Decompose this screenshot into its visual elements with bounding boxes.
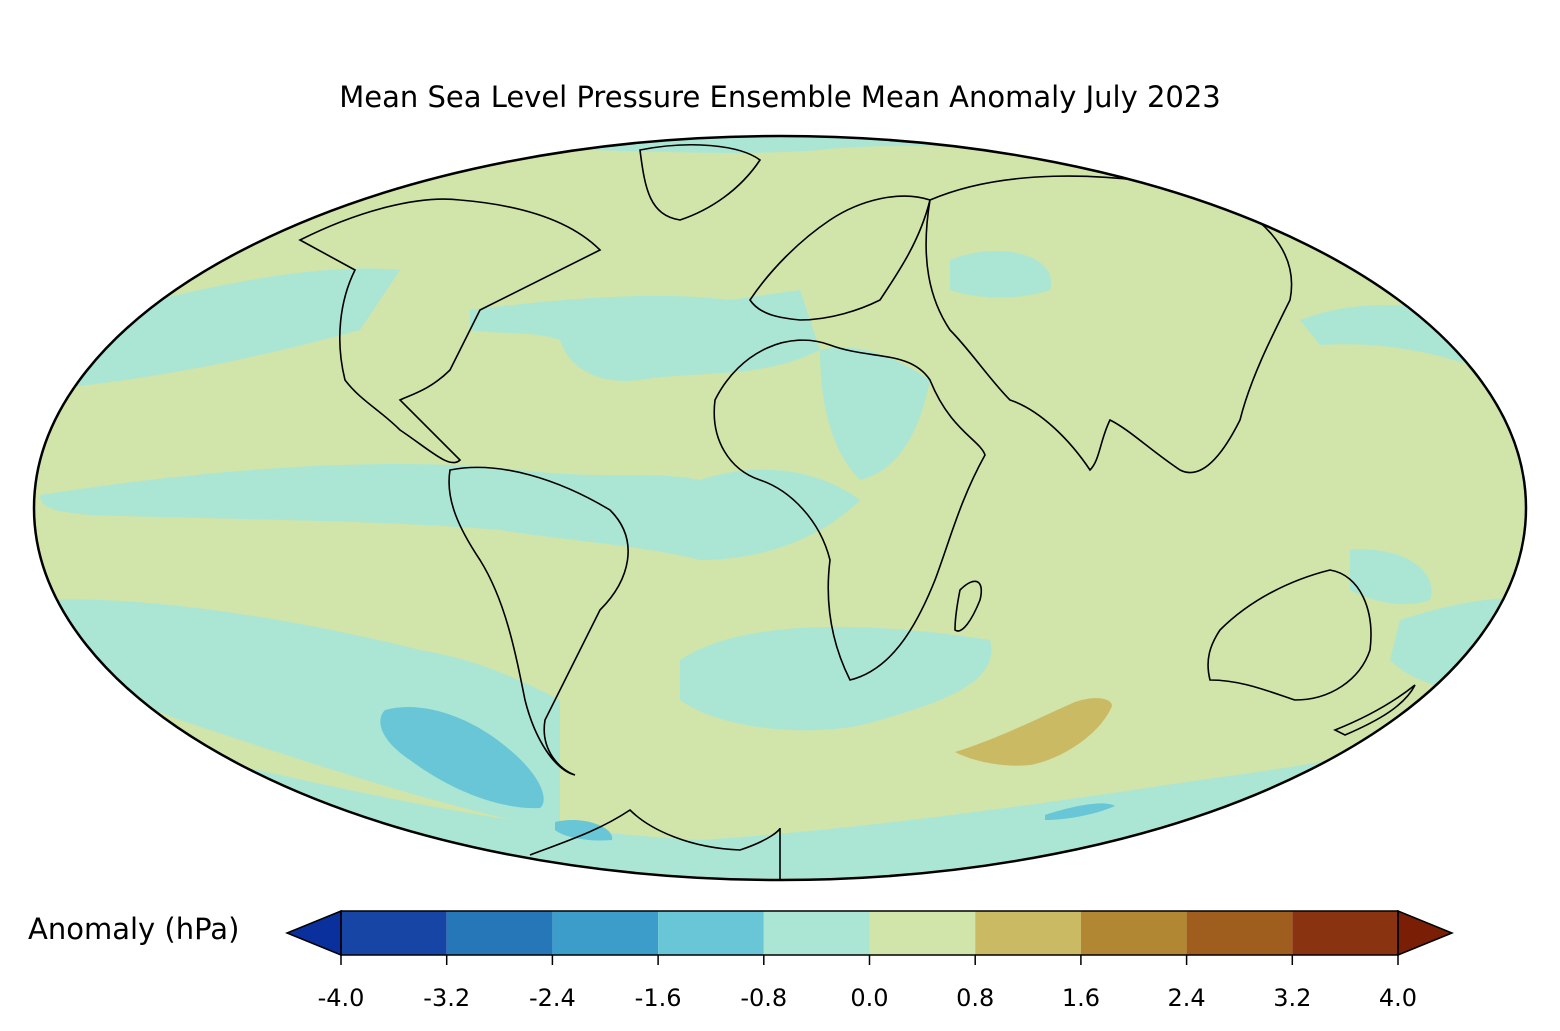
coastline-north-america — [298, 198, 602, 464]
colorbar-tick-label: -2.4 — [529, 984, 576, 1012]
coastline-greenland — [639, 144, 762, 221]
colorbar-tick-label: 1.6 — [1062, 984, 1100, 1012]
globe-outline — [32, 134, 1528, 882]
anomaly-region-indonesia — [1350, 549, 1432, 605]
colorbar-tick-label: -3.2 — [423, 984, 470, 1012]
colorbar-tick-label: 0.0 — [850, 984, 888, 1012]
anomaly-region-southern-indian-low — [1045, 803, 1115, 820]
anomaly-region-south-atlantic — [680, 626, 992, 731]
colorbar-bin-5 — [869, 911, 976, 955]
colorbar-bin-6 — [975, 911, 1081, 955]
colorbar-tick-label: 2.4 — [1168, 984, 1206, 1012]
colorbar-bin-7 — [1080, 911, 1187, 955]
anomaly-region-north-atlantic — [470, 290, 820, 381]
anomaly-region-south-pacific-low — [380, 706, 544, 809]
colorbar-bin-3 — [658, 911, 764, 955]
colorbar-tick-label: -1.6 — [635, 984, 682, 1012]
colorbar-bins — [341, 911, 1398, 955]
colorbar-tick-label: 4.0 — [1379, 984, 1417, 1012]
anomaly-region-antarctic-peninsula-low — [555, 820, 613, 841]
colorbar-bin-4 — [763, 911, 870, 955]
colorbar-over-arrow — [1397, 909, 1454, 957]
colorbar-bin-8 — [1186, 911, 1293, 955]
coastline-australia — [1207, 569, 1372, 701]
anomaly-region-north-pacific-west — [40, 268, 400, 390]
colorbar-label: Anomaly (hPa) — [28, 912, 240, 946]
colorbar-bin-2 — [552, 911, 659, 955]
coastlines — [298, 144, 1416, 880]
colorbar-under-arrow — [285, 909, 342, 957]
anomaly-region-tropical-belt — [40, 464, 860, 560]
colorbar-tick-label: 0.8 — [956, 984, 994, 1012]
colorbar-bin-0 — [341, 911, 447, 955]
world-map — [32, 134, 1528, 882]
colorbar-bin-9 — [1292, 911, 1398, 955]
map-title: Mean Sea Level Pressure Ensemble Mean An… — [339, 80, 1221, 114]
coastline-europe — [749, 195, 931, 321]
colorbar-ticks: -4.0 -3.2 -2.4 -1.6 -0.8 0.0 0.8 1.6 2.4 3.2 4.0 — [318, 955, 1417, 1012]
anomaly-region-sahara — [820, 347, 930, 480]
anomaly-region-central-asia — [950, 251, 1052, 298]
colorbar-bin-1 — [446, 911, 553, 955]
coastline-africa — [713, 339, 986, 681]
colorbar-tick-label: 3.2 — [1273, 984, 1311, 1012]
colorbar-tick-label: -0.8 — [740, 984, 787, 1012]
colorbar-frame — [340, 910, 1399, 956]
anomaly-region-south-indian-high — [955, 698, 1112, 766]
coastline-south-america — [448, 466, 629, 776]
colorbar-tick-label: -4.0 — [318, 984, 365, 1012]
coastline-madagascar — [954, 580, 982, 632]
coastline-antarctica — [529, 808, 781, 880]
anomaly-field — [34, 136, 1526, 880]
coastline-new-zealand — [1333, 684, 1416, 736]
